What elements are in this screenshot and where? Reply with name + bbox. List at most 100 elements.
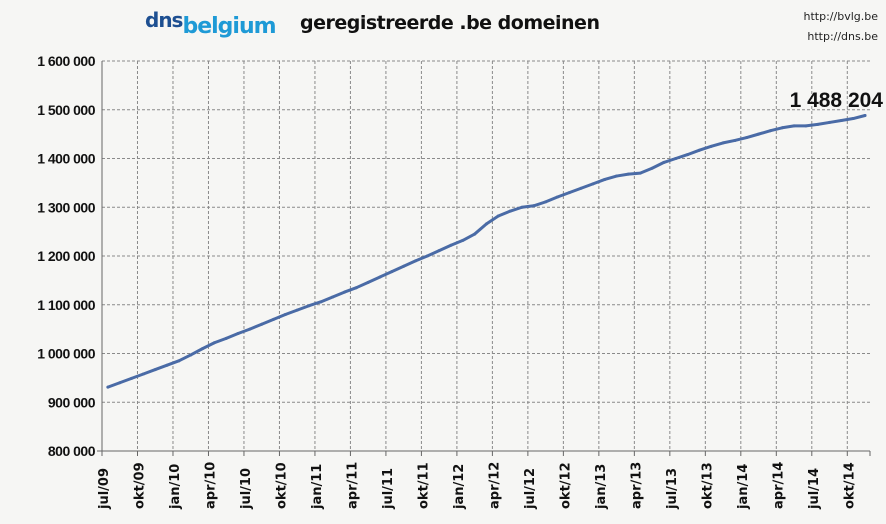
- x-tick-label: jul/10: [239, 468, 254, 510]
- data-point: [260, 322, 264, 326]
- data-point: [709, 144, 713, 148]
- data-point: [201, 347, 205, 351]
- x-tick-label: okt/09: [132, 462, 147, 509]
- last-value-annotation: 1 488 204: [790, 89, 884, 112]
- data-point: [354, 286, 358, 290]
- y-tick-label: 900 000: [48, 394, 96, 410]
- data-point: [638, 171, 642, 175]
- data-point: [212, 341, 216, 345]
- x-tick-label: jan/14: [736, 464, 751, 510]
- data-point: [745, 136, 749, 140]
- data-point: [851, 117, 855, 121]
- data-point: [757, 132, 761, 136]
- data-point: [839, 118, 843, 122]
- data-point: [662, 160, 666, 164]
- data-point: [283, 313, 287, 316]
- data-point: [224, 336, 228, 340]
- logo-dns-text: dns: [145, 8, 183, 32]
- data-point: [591, 182, 595, 186]
- x-tick-label: okt/10: [274, 462, 289, 509]
- x-tick-label: jul/11: [381, 468, 396, 510]
- y-tick-label: 1 100 000: [37, 297, 95, 313]
- data-point: [697, 148, 701, 152]
- data-point: [532, 204, 536, 208]
- data-point: [378, 275, 382, 279]
- y-tick-label: 1 600 000: [37, 53, 95, 69]
- x-tick-label: jul/09: [97, 468, 112, 510]
- data-point: [768, 129, 772, 133]
- x-tick-label: jan/12: [452, 464, 467, 510]
- data-point: [425, 254, 429, 258]
- data-point: [307, 304, 311, 308]
- data-point: [165, 363, 169, 367]
- y-tick-label: 1 500 000: [37, 102, 95, 118]
- data-point: [615, 174, 619, 178]
- data-point: [508, 209, 512, 213]
- x-tick-label: jul/13: [665, 468, 680, 510]
- y-tick-label: 1 200 000: [37, 248, 95, 264]
- x-tick-label: okt/12: [558, 462, 573, 509]
- x-tick-label: apr/11: [345, 462, 360, 509]
- data-point: [449, 243, 453, 247]
- data-point: [650, 166, 654, 170]
- data-point: [366, 280, 370, 284]
- data-point: [828, 120, 832, 124]
- data-point: [177, 359, 181, 363]
- data-point: [413, 259, 417, 263]
- data-point: [674, 157, 678, 160]
- data-point: [473, 232, 477, 236]
- y-tick-label: 1 300 000: [37, 199, 95, 215]
- data-point: [189, 353, 193, 357]
- y-tick-label: 800 000: [48, 443, 96, 459]
- url-dns: http://dns.be: [807, 30, 878, 43]
- data-point: [792, 124, 796, 128]
- data-point: [331, 295, 335, 299]
- data-point: [544, 200, 548, 204]
- data-point: [153, 368, 157, 372]
- data-point: [141, 372, 145, 376]
- x-tick-label: jan/13: [594, 464, 609, 510]
- chart-title: geregistreerde .be domeinen: [300, 12, 600, 34]
- data-point: [106, 385, 110, 389]
- data-point: [461, 238, 465, 242]
- data-point: [319, 300, 323, 304]
- x-tick-label: jan/10: [168, 464, 183, 510]
- data-point: [496, 214, 500, 218]
- y-tick-label: 1 000 000: [37, 346, 95, 362]
- data-point: [118, 381, 122, 385]
- data-point: [686, 153, 690, 157]
- data-point: [520, 205, 524, 209]
- data-point: [295, 308, 299, 312]
- url-bvlg: http://bvlg.be: [803, 10, 878, 23]
- data-point: [437, 249, 441, 253]
- data-point: [130, 376, 134, 380]
- dns-belgium-logo: dnsbelgium: [145, 8, 277, 39]
- data-point: [579, 186, 583, 190]
- series-line: [106, 114, 867, 389]
- data-point: [626, 172, 630, 176]
- data-point: [567, 191, 571, 195]
- data-point: [272, 317, 276, 321]
- logo-belgium-text: belgium: [182, 14, 276, 39]
- x-tick-label: apr/12: [487, 462, 502, 509]
- x-tick-label: okt/11: [416, 462, 431, 509]
- x-tick-label: jul/14: [807, 468, 822, 510]
- data-point: [555, 195, 559, 199]
- data-point: [863, 114, 867, 118]
- data-point: [733, 138, 737, 142]
- data-point: [390, 270, 394, 274]
- data-point: [402, 264, 406, 268]
- x-tick-label: jan/11: [310, 464, 325, 510]
- x-tick-label: apr/14: [771, 462, 786, 509]
- data-point: [484, 222, 488, 226]
- x-tick-label: apr/13: [629, 462, 644, 509]
- x-tick-label: okt/14: [842, 462, 857, 509]
- data-point: [343, 290, 347, 294]
- data-point: [248, 327, 252, 331]
- data-point: [816, 122, 820, 126]
- data-point: [603, 177, 607, 181]
- data-point: [721, 141, 725, 145]
- data-point: [780, 126, 784, 130]
- x-tick-label: apr/10: [203, 462, 218, 509]
